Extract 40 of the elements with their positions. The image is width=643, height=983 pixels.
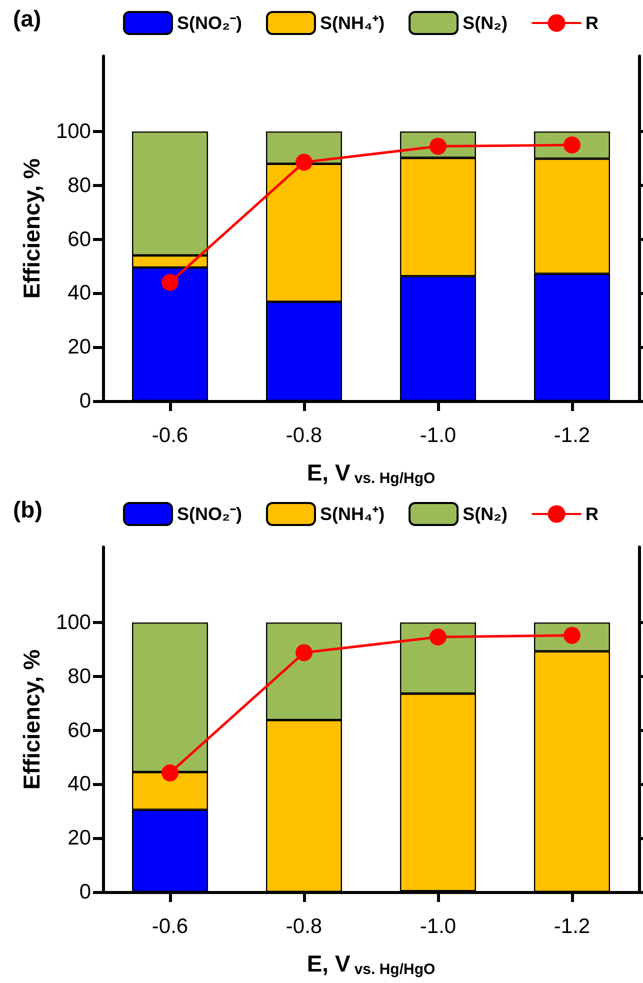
y-tick-label: 100: [56, 120, 91, 143]
point: [430, 628, 446, 646]
y-tick-label: 60: [68, 718, 91, 742]
point: [296, 644, 312, 662]
y-tick-label: 40: [68, 282, 91, 305]
y-tick-label: 40: [68, 772, 91, 796]
legend-label: S(NH₄⁺): [320, 13, 385, 33]
x-tick-label: -0.6: [152, 424, 188, 447]
x-tick-label: -1.0: [420, 424, 456, 447]
y-axis-title: Efficiency, %: [18, 158, 44, 299]
y-tick-label: 0: [79, 880, 91, 904]
point: [162, 274, 178, 291]
point: [564, 136, 580, 154]
x-tick-label: -0.8: [286, 915, 322, 938]
point: [296, 154, 312, 171]
y-axis-title: Efficiency, %: [18, 649, 44, 790]
chart-title: (b): [13, 496, 42, 522]
point: [564, 626, 580, 644]
point: [430, 138, 446, 155]
x-tick-label: -1.2: [554, 915, 590, 938]
y-tick-label: 80: [68, 664, 91, 688]
y-tick-label: 20: [68, 826, 91, 850]
x-tick-label: -0.8: [286, 424, 322, 447]
x-tick-label: -1.2: [554, 424, 590, 447]
legend-label: R: [586, 13, 599, 33]
y-tick-label: 0: [79, 390, 91, 412]
chart-title: (a): [13, 6, 42, 32]
x-tick-label: -1.0: [420, 915, 456, 938]
x-tick-label: -0.6: [152, 915, 188, 938]
point: [162, 764, 178, 782]
y-tick-label: 60: [68, 228, 91, 251]
y-tick-label: 100: [56, 610, 91, 634]
legend-label: S(NO₂⁻): [177, 13, 242, 33]
legend-label: S(NH₄⁺): [320, 504, 385, 524]
legend-label: S(NO₂⁻): [177, 504, 242, 524]
legend-label: S(N₂): [462, 13, 508, 33]
y-tick-label: 80: [68, 174, 91, 197]
legend-label: S(N₂): [462, 504, 508, 524]
legend-label: R: [586, 504, 599, 524]
y-tick-label: 20: [68, 336, 91, 359]
